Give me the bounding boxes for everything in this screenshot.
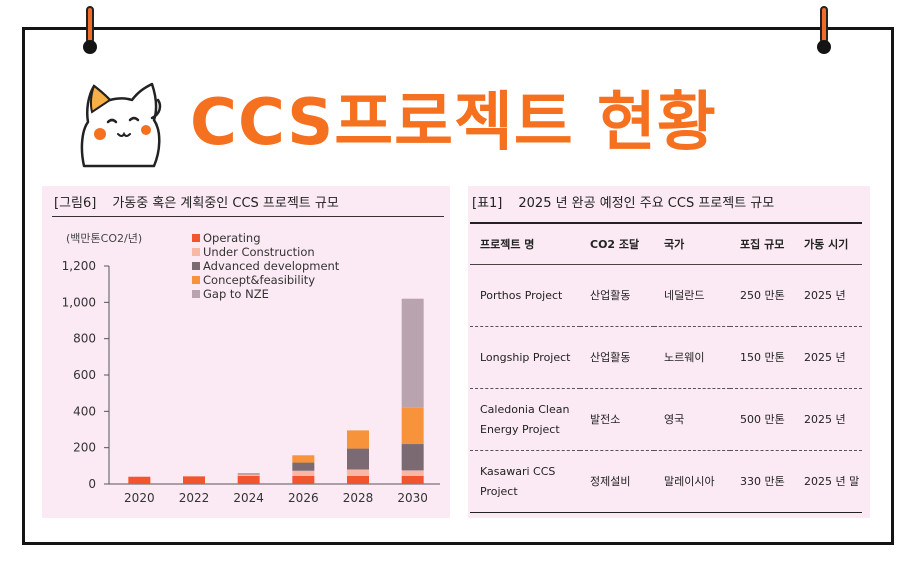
- x-tick-label: 2024: [233, 491, 264, 505]
- figure-caption-text: 가동중 혹은 계획중인 CCS 프로젝트 규모: [112, 196, 339, 211]
- y-tick-label: 0: [88, 477, 96, 491]
- table-row: Caledonia Clean Energy Project 발전소 영국 50…: [470, 388, 862, 451]
- legend-swatch: [192, 234, 200, 242]
- y-tick-label: 1,200: [62, 259, 96, 273]
- legend-swatch: [192, 276, 200, 284]
- bar-segment-under-construction: [347, 469, 369, 476]
- cell-source: 발전소: [580, 388, 654, 451]
- cell-project: Kasawari CCS Project: [470, 450, 580, 513]
- cell-date: 2025 년 말: [794, 450, 862, 513]
- legend-label: Under Construction: [203, 245, 315, 259]
- y-axis-unit: (백만톤CO2/년): [66, 232, 143, 245]
- bar-segment-operating: [128, 476, 151, 484]
- table-row: Kasawari CCS Project 정제설비 말레이시아 330 만톤 2…: [470, 450, 862, 513]
- bar-segment-concept-feasibility: [401, 407, 424, 445]
- legend-label: Concept&feasibility: [203, 273, 315, 287]
- x-tick-label: 2028: [343, 491, 374, 505]
- cell-date: 2025 년: [794, 264, 862, 327]
- cell-scale: 500 만톤: [730, 388, 794, 451]
- bar-segment-gap-to-nze: [401, 298, 424, 408]
- header-country: 국가: [654, 222, 730, 265]
- pushpin-icon: [83, 6, 97, 56]
- bar-segment-advanced-development: [347, 448, 369, 470]
- table-header-row: 프로젝트 명 CO2 조달 국가 포집 규모 가동 시기: [470, 222, 862, 265]
- cell-source: 산업활동: [580, 264, 654, 327]
- y-tick-label: 600: [73, 368, 96, 382]
- cell-project: Porthos Project: [470, 264, 580, 327]
- bar-segment-operating: [183, 476, 205, 484]
- table-caption: [표1] 2025 년 완공 예정인 주요 CCS 프로젝트 규모: [472, 192, 774, 211]
- bar-segment-under-construction: [292, 470, 315, 476]
- cell-country: 말레이시아: [654, 450, 730, 513]
- table-row: Porthos Project 산업활동 네덜란드 250 만톤 2025 년: [470, 264, 862, 327]
- cell-scale: 150 만톤: [730, 326, 794, 389]
- cell-country: 영국: [654, 388, 730, 451]
- bar-segment-advanced-development: [237, 473, 260, 475]
- cell-project: Longship Project: [470, 326, 580, 389]
- bar-segment-operating: [347, 475, 369, 484]
- x-tick-label: 2022: [179, 491, 210, 505]
- header-project-name: 프로젝트 명: [470, 222, 580, 265]
- bar-segment-under-construction: [401, 470, 424, 476]
- bar-segment-advanced-development: [401, 444, 424, 471]
- table-panel: [표1] 2025 년 완공 예정인 주요 CCS 프로젝트 규모 프로젝트 명 …: [468, 186, 870, 518]
- bar-segment-operating: [292, 475, 315, 484]
- y-tick-label: 1,000: [62, 295, 96, 309]
- bar-segment-concept-feasibility: [292, 455, 315, 463]
- bar-segment-concept-feasibility: [347, 430, 369, 449]
- header-capture-scale: 포집 규모: [730, 222, 794, 265]
- cell-source: 산업활동: [580, 326, 654, 389]
- legend-label: Gap to NZE: [203, 287, 269, 301]
- legend-swatch: [192, 262, 200, 270]
- cell-scale: 330 만톤: [730, 450, 794, 513]
- legend-swatch: [192, 248, 200, 256]
- figure-caption-number: [그림6]: [54, 196, 97, 211]
- mascot-cat-icon: [80, 82, 162, 168]
- cell-country: 노르웨이: [654, 326, 730, 389]
- chart-panel: [그림6] 가동중 혹은 계획중인 CCS 프로젝트 규모 (백만톤CO2/년) …: [42, 186, 450, 518]
- header-operation-date: 가동 시기: [794, 222, 862, 265]
- bar-segment-operating: [401, 475, 424, 484]
- x-tick-label: 2020: [124, 491, 155, 505]
- bar-segment-operating: [237, 475, 260, 484]
- cell-source: 정제설비: [580, 450, 654, 513]
- figure-caption: [그림6] 가동중 혹은 계획중인 CCS 프로젝트 규모: [54, 192, 339, 211]
- legend-label: Operating: [203, 231, 261, 245]
- x-tick-label: 2030: [397, 491, 428, 505]
- x-tick-label: 2026: [288, 491, 319, 505]
- table-row: Longship Project 산업활동 노르웨이 150 만톤 2025 년: [470, 326, 862, 389]
- y-tick-label: 400: [73, 404, 96, 418]
- cell-country: 네덜란드: [654, 264, 730, 327]
- cell-date: 2025 년: [794, 326, 862, 389]
- legend-label: Advanced development: [203, 259, 340, 273]
- y-tick-label: 200: [73, 441, 96, 455]
- bar-segment-under-construction: [237, 474, 260, 476]
- stacked-bar-chart: 0 200 400 600 800 1,000 1,200 2020 2022 2024 2026 2…: [62, 231, 440, 505]
- table-caption-text: 2025 년 완공 예정인 주요 CCS 프로젝트 규모: [518, 196, 775, 211]
- legend-swatch: [192, 290, 200, 298]
- caption-rule: [52, 216, 444, 217]
- table-caption-number: [표1]: [472, 196, 503, 211]
- cell-date: 2025 년: [794, 388, 862, 451]
- cell-project: Caledonia Clean Energy Project: [470, 388, 580, 451]
- ccs-project-table: 프로젝트 명 CO2 조달 국가 포집 규모 가동 시기 Porthos Pro…: [470, 222, 862, 513]
- bar-segment-advanced-development: [292, 462, 315, 471]
- y-tick-label: 800: [73, 332, 96, 346]
- pushpin-icon: [817, 6, 831, 56]
- page-title: CCS프로젝트 현황: [190, 86, 717, 160]
- header-co2-source: CO2 조달: [580, 222, 654, 265]
- cell-scale: 250 만톤: [730, 264, 794, 327]
